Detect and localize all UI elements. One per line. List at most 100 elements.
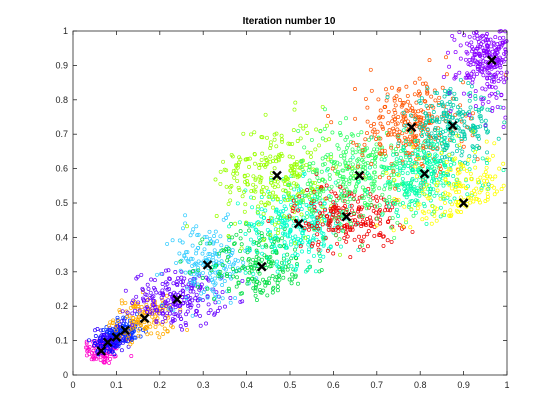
scatter-point [224,216,228,220]
scatter-point [465,75,470,80]
scatter-point [259,188,264,193]
scatter-point [445,114,449,119]
scatter-point [265,161,270,166]
scatter-point [306,242,311,247]
scatter-point [417,91,422,96]
scatter-point [123,288,128,293]
scatter-point [424,216,429,221]
scatter-point [257,271,262,276]
scatter-point [338,120,343,125]
scatter-point [276,220,281,225]
scatter-point [301,173,306,178]
scatter-point [99,328,104,333]
scatter-point [254,228,259,233]
scatter-point [488,37,493,42]
scatter-point [161,311,165,316]
scatter-point [327,225,332,230]
scatter-point [115,315,120,320]
scatter-point [452,96,457,101]
scatter-point [305,150,310,155]
scatter-point [411,213,416,218]
scatter-point [396,88,401,93]
scatter-point [283,188,288,193]
scatter-point [403,123,408,128]
scatter-point [87,345,92,349]
scatter-point [245,173,250,178]
scatter-point [347,179,352,184]
scatter-point [366,176,371,181]
scatter-point [495,70,500,75]
scatter-point [431,142,436,147]
scatter-point [110,349,115,354]
scatter-point [343,193,348,198]
scatter-point [120,309,125,314]
scatter-point [218,169,223,174]
scatter-point [310,243,314,248]
scatter-point [417,115,422,120]
scatter-point [253,176,258,181]
scatter-point [386,109,391,114]
scatter-point [410,170,415,174]
scatter-point [385,180,390,185]
scatter-point [228,296,233,300]
scatter-point [293,100,298,105]
scatter-point [442,200,447,205]
scatter-point [358,213,363,218]
scatter-point [356,247,361,252]
scatter-point [148,324,153,329]
scatter-point [447,181,452,186]
scatter-point [227,238,232,243]
scatter-point [285,215,290,220]
scatter-point [495,58,500,63]
scatter-point [233,296,238,301]
x-tick-label: 0.5 [284,380,297,390]
scatter-point [190,313,195,318]
scatter-point [349,139,353,144]
scatter-point [489,91,494,96]
scatter-point [149,277,154,282]
scatter-point [307,207,312,211]
scatter-point [499,70,504,75]
scatter-point [424,103,429,108]
scatter-point [348,228,353,233]
scatter-point [484,37,489,42]
scatter-point [407,192,411,197]
scatter-point [324,183,329,188]
scatter-point [215,239,220,244]
scatter-point [381,126,386,131]
scatter-point [381,234,386,239]
scatter-point [214,214,219,218]
scatter-point [465,71,470,76]
scatter-point [387,179,392,184]
scatter-point [438,166,443,171]
scatter-point [469,190,474,195]
scatter-point [129,354,134,358]
scatter-point [372,233,377,238]
scatter-point [409,168,414,173]
scatter-point [191,269,196,273]
scatter-point [467,43,472,48]
scatter-point [211,240,216,245]
scatter-point [425,127,430,132]
scatter-point [312,227,317,232]
scatter-point [253,189,258,194]
scatter-point [389,173,394,178]
centroid-marker-9 [272,170,282,181]
scatter-point [396,115,401,119]
scatter-point [374,194,379,199]
scatter-point [198,313,202,318]
scatter-point [315,220,320,225]
scatter-point [485,82,490,86]
scatter-point [117,308,122,313]
scatter-point [401,181,406,186]
scatter-point [338,252,342,257]
scatter-point [416,156,421,161]
scatter-point [478,62,483,67]
scatter-point [292,187,297,192]
scatter-point [134,294,139,299]
scatter-point [178,303,183,308]
scatter-point [213,265,217,270]
scatter-point [450,34,455,38]
scatter-point [306,168,311,173]
scatter-point [191,289,196,294]
